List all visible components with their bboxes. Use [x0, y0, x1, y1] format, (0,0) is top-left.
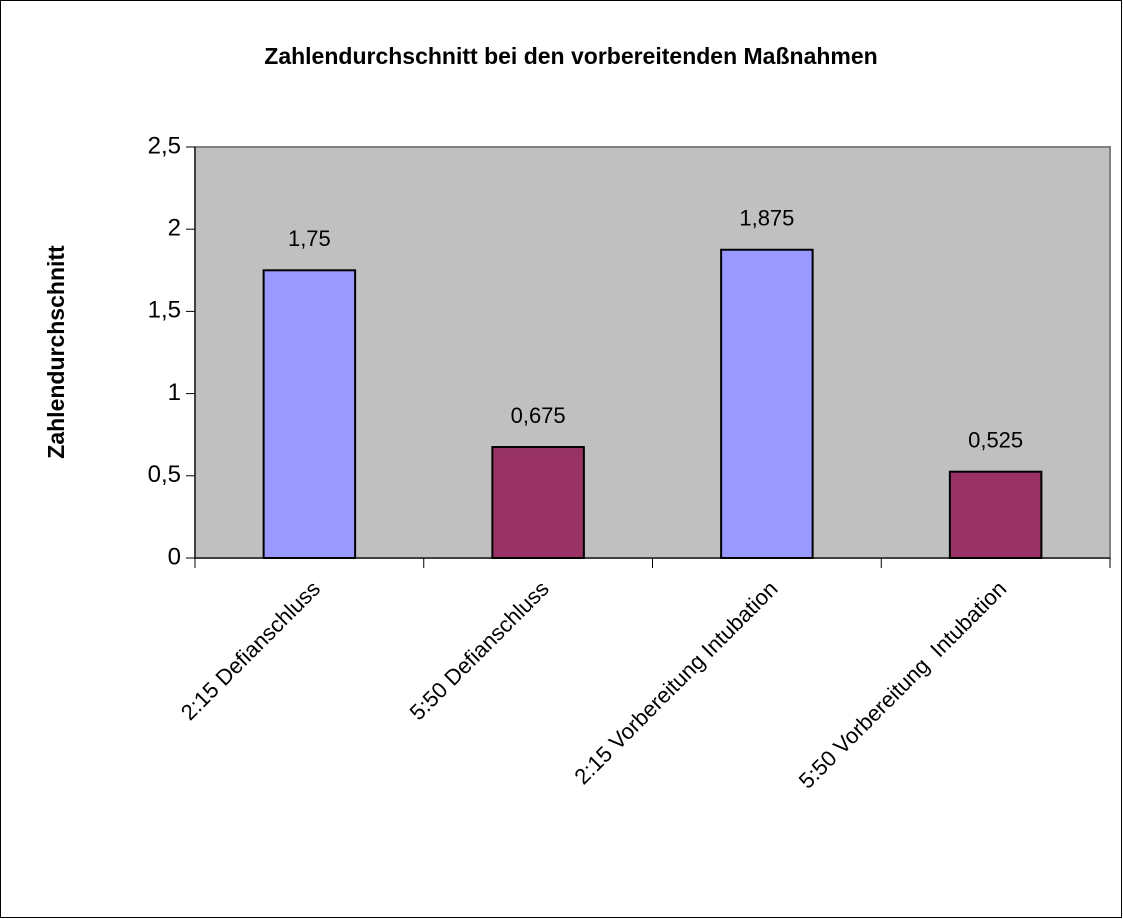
y-tick-label: 2,5 [148, 132, 181, 159]
y-tick-label: 0 [168, 543, 181, 570]
bar [491, 446, 585, 559]
bar [948, 470, 1043, 559]
chart-title: Zahlendurchschnitt bei den vorbereitende… [264, 43, 877, 69]
data-label: 0,525 [968, 428, 1023, 453]
y-tick-label: 1 [168, 379, 181, 406]
bar [720, 248, 814, 559]
y-tick-label: 0,5 [148, 461, 181, 488]
y-tick-label: 2 [168, 215, 181, 242]
data-label: 1,75 [288, 226, 331, 251]
data-label: 1,875 [739, 206, 794, 231]
y-tick-label: 1,5 [148, 297, 181, 324]
y-axis-label: Zahlendurchschnitt [43, 245, 69, 459]
bar [262, 269, 357, 559]
data-label: 0,675 [511, 403, 566, 428]
